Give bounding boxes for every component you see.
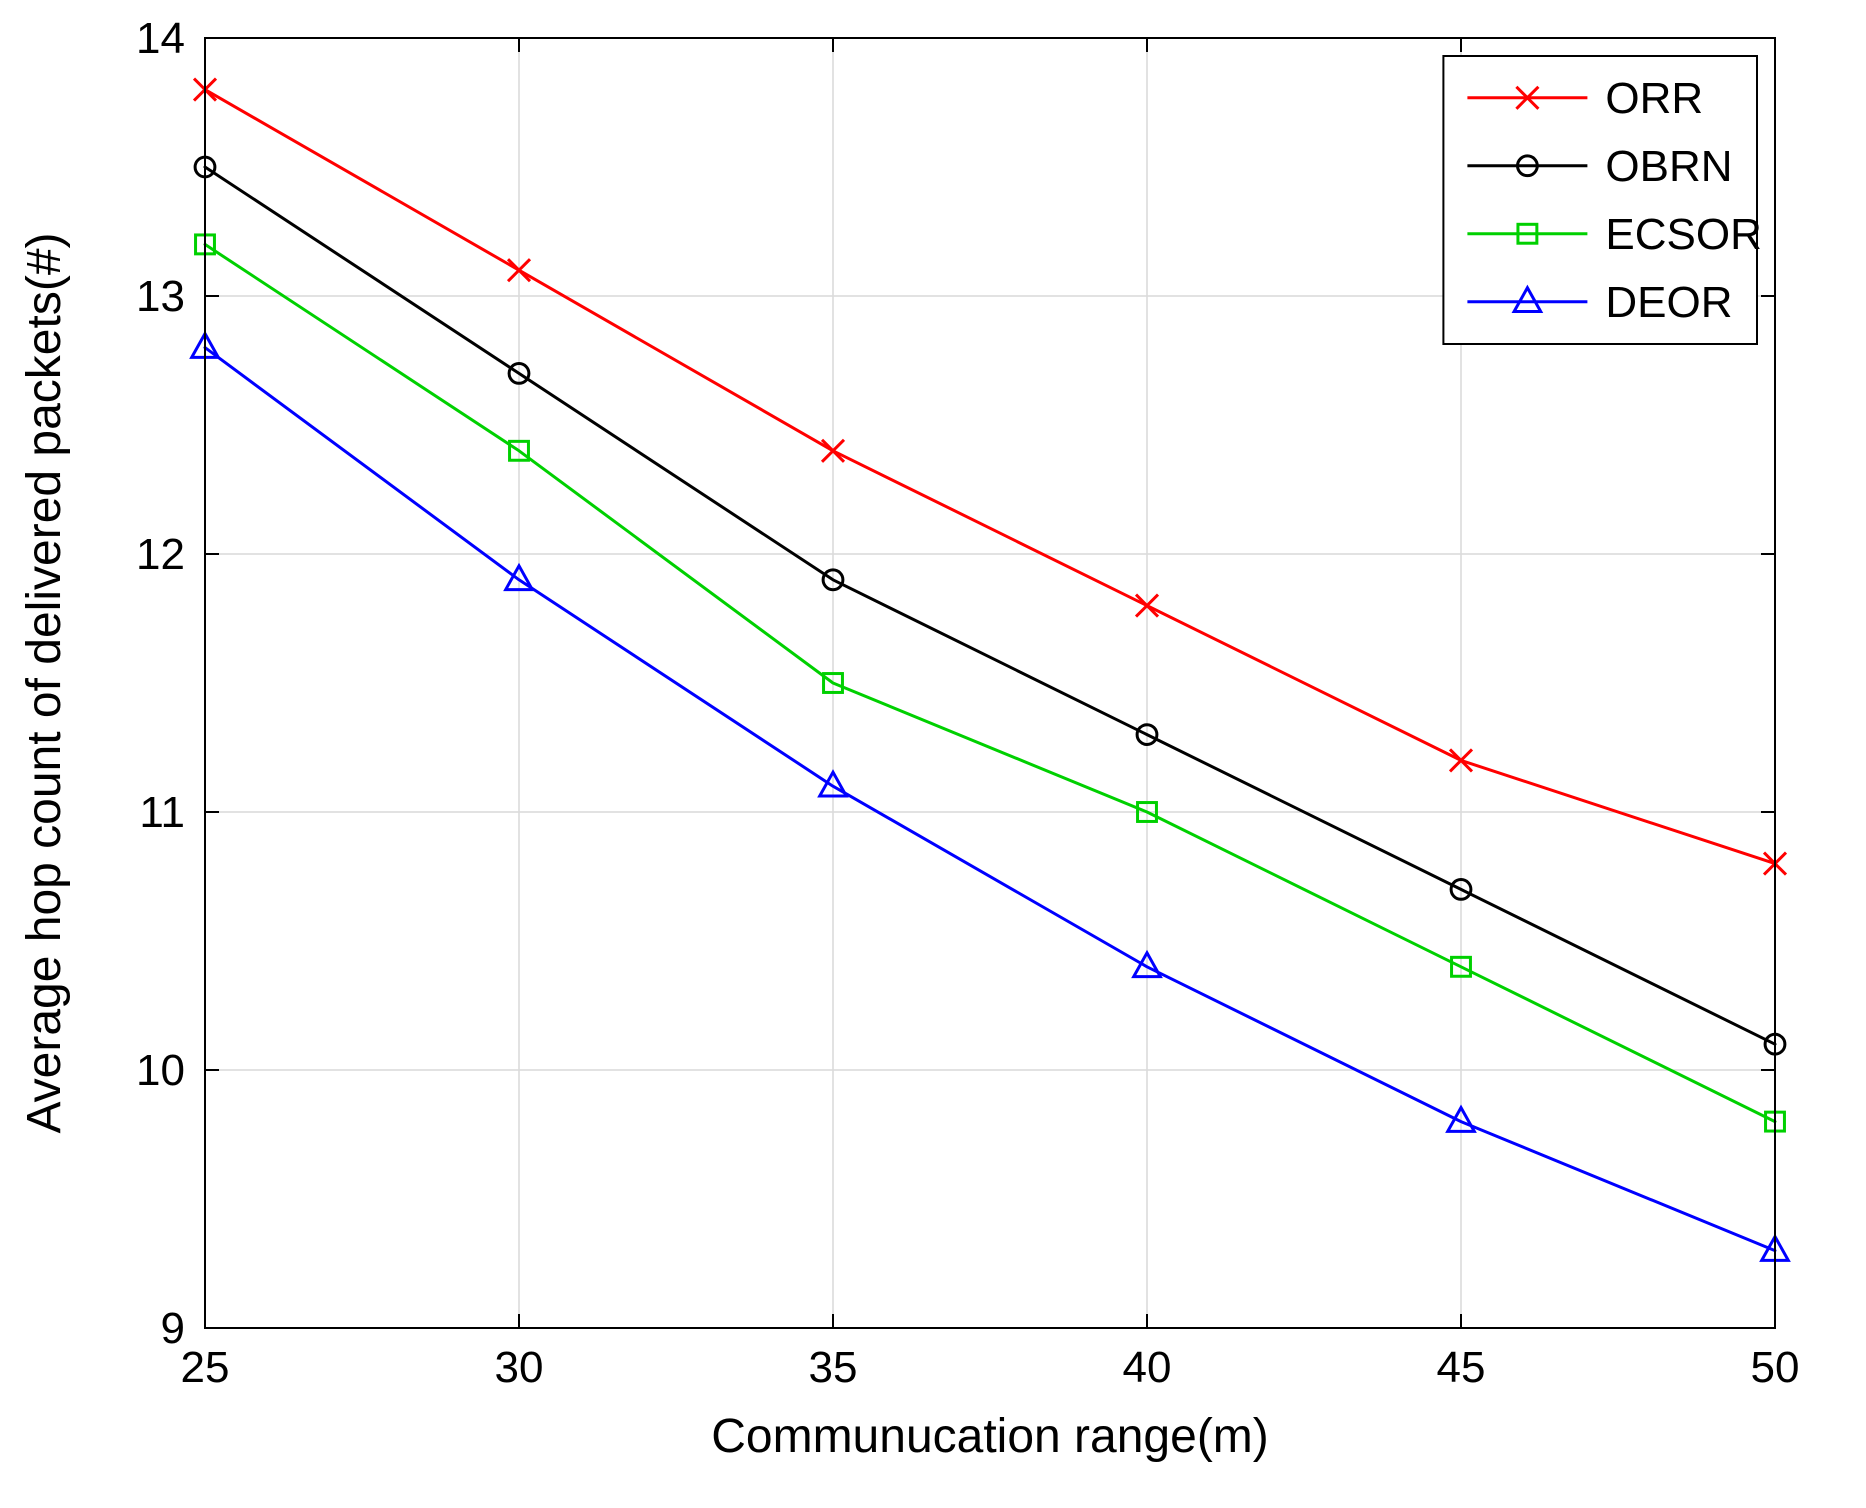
legend-item-label: DEOR [1605,278,1732,327]
chart-svg: 25 30 35 40 45 50 9 10 11 12 13 14 Communucation ran… [0,0,1866,1508]
legend-item-label: ORR [1605,74,1703,123]
xtick-label: 40 [1123,1343,1172,1392]
ytick-label: 10 [136,1046,185,1095]
x-axis-label: Communucation range(m) [711,1410,1269,1463]
chart-figure: 25 30 35 40 45 50 9 10 11 12 13 14 Communucation ran… [0,0,1866,1508]
ytick-label: 12 [136,530,185,579]
legend-item-label: OBRN [1605,142,1732,191]
ytick-label: 14 [136,14,185,63]
xtick-label: 35 [809,1343,858,1392]
xtick-label: 25 [181,1343,230,1392]
ytick-label: 11 [139,788,185,837]
ytick-label: 9 [161,1304,185,1353]
ytick-label: 13 [136,272,185,321]
y-axis-label: Average hop count of delivered packets(#… [18,232,71,1133]
legend: ORR OBRN ECSOR DEOR [1443,56,1761,344]
xtick-label: 45 [1437,1343,1486,1392]
xtick-label: 50 [1751,1343,1800,1392]
xtick-label: 30 [495,1343,544,1392]
legend-item-label: ECSOR [1605,210,1761,259]
